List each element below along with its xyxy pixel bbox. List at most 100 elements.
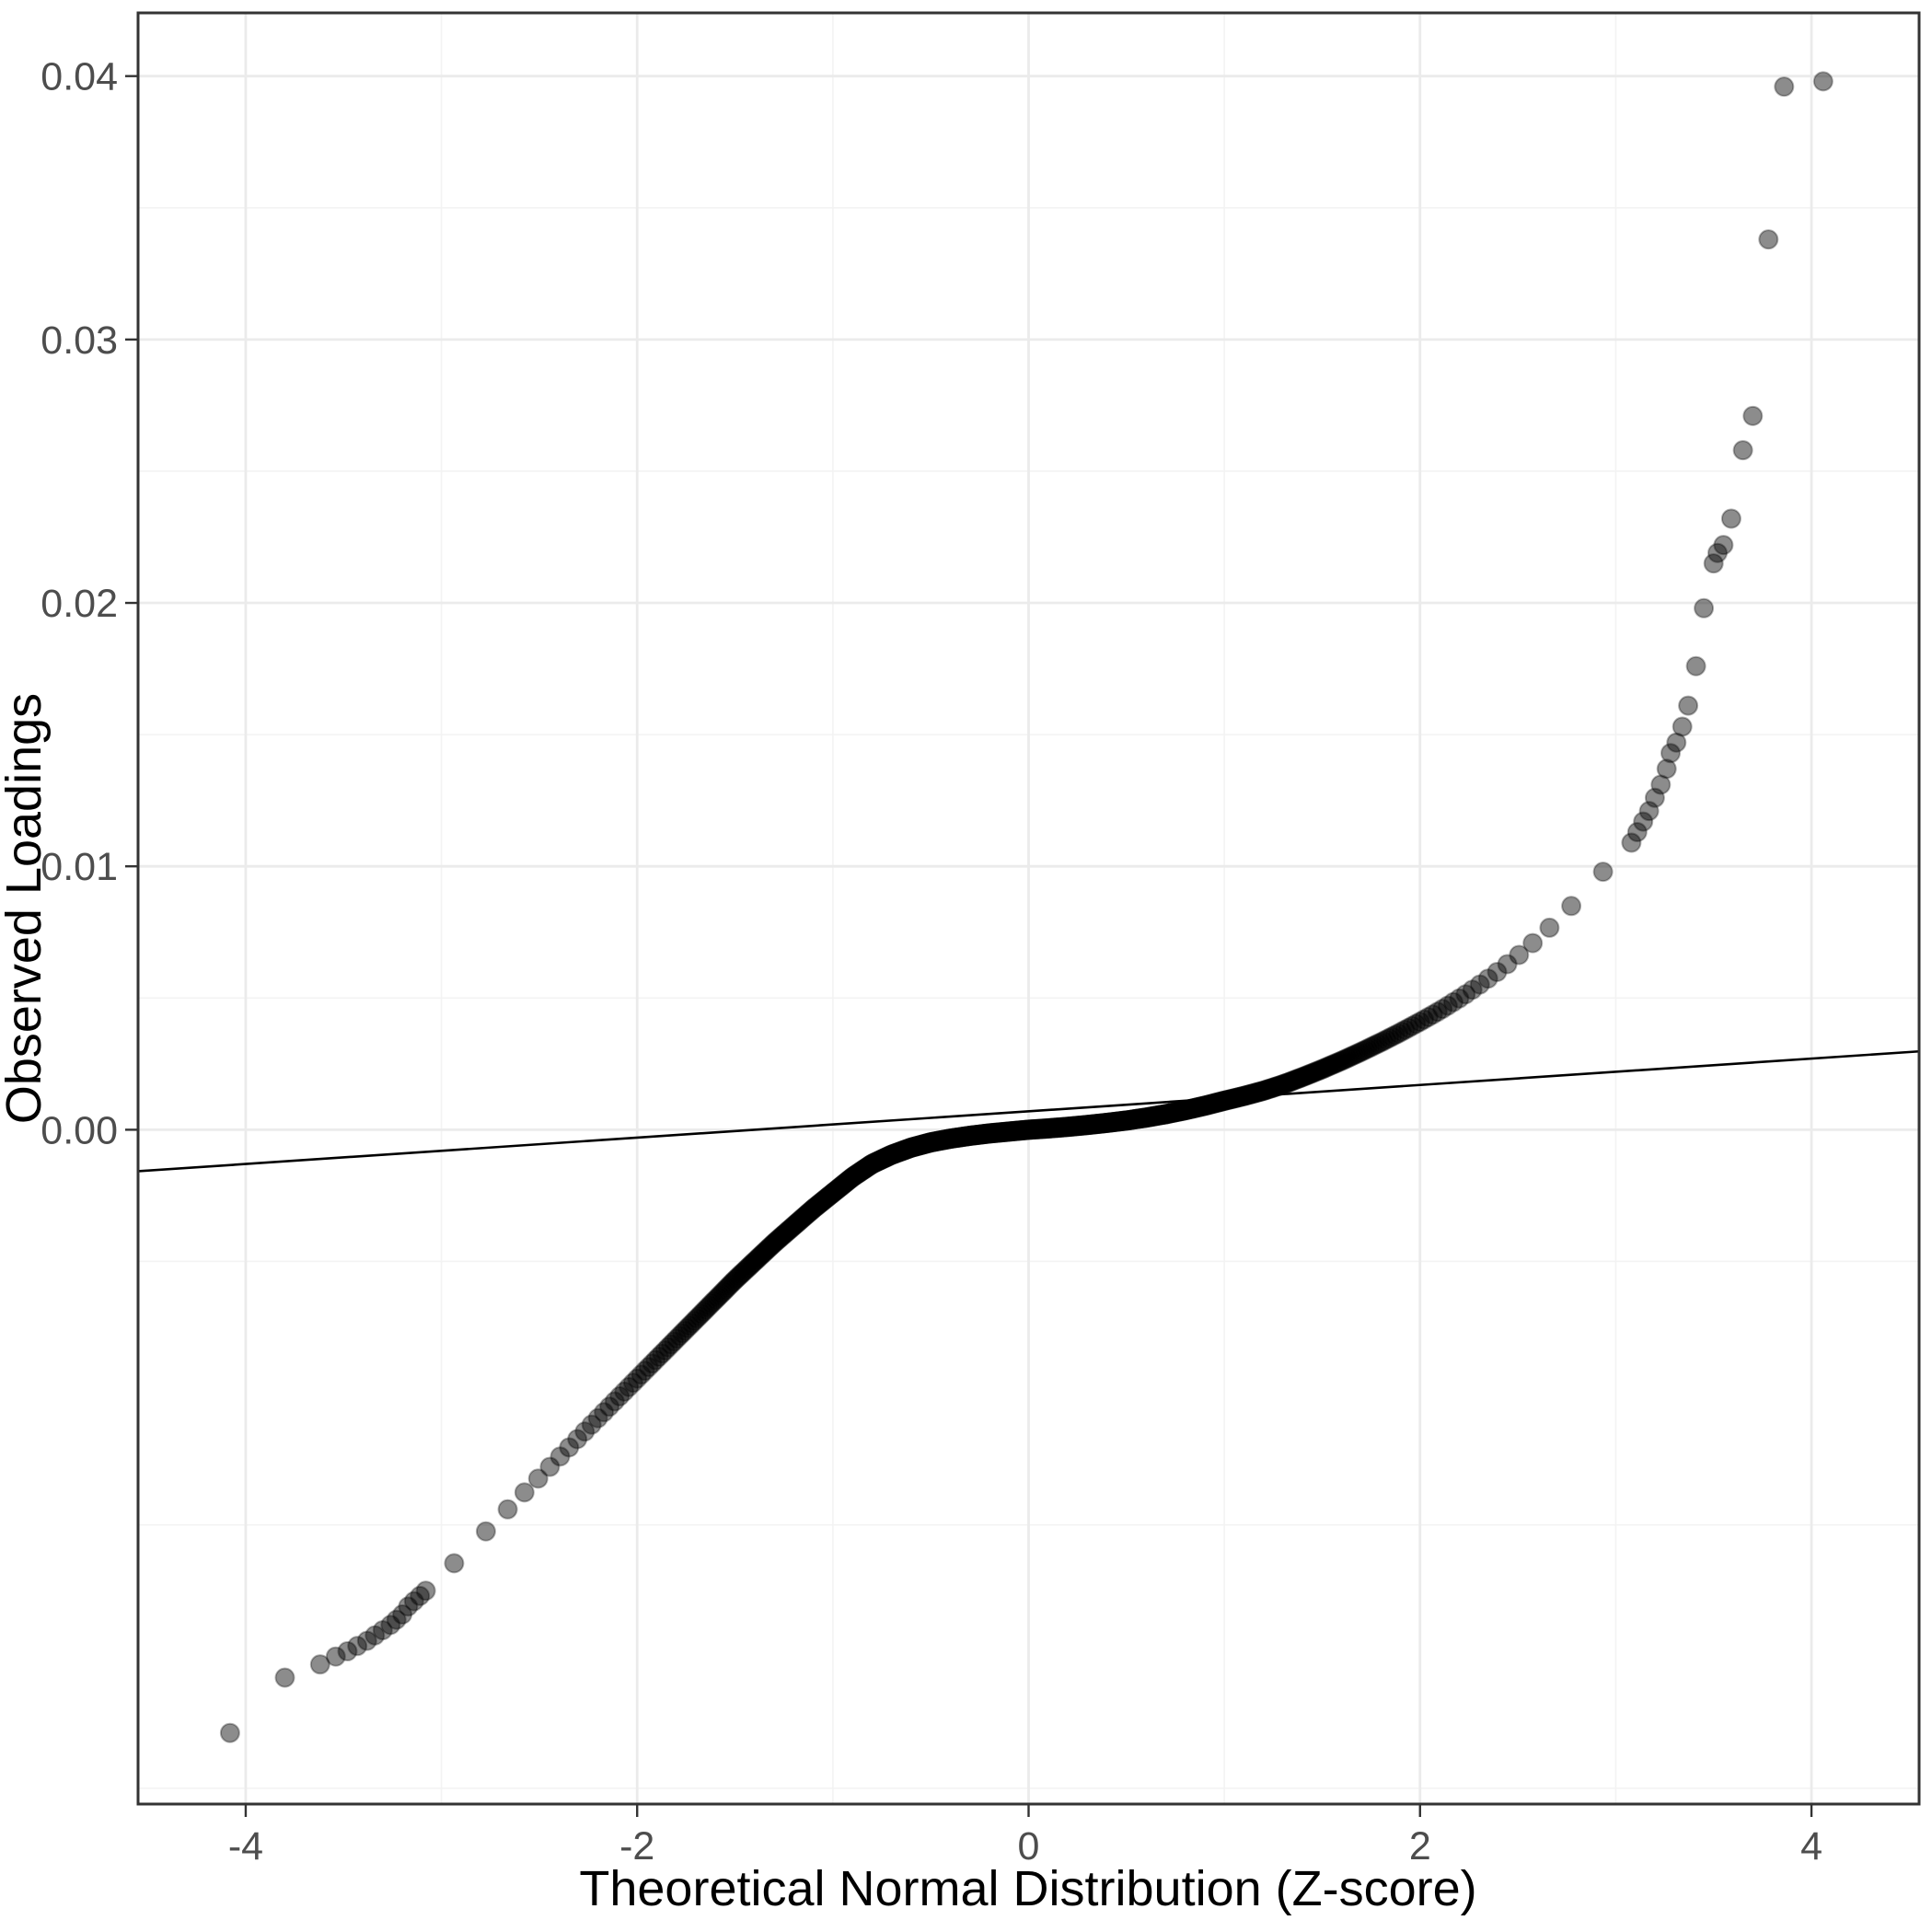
data-point <box>1116 1110 1138 1131</box>
data-point <box>869 1150 890 1171</box>
data-point <box>475 1521 496 1542</box>
data-point <box>1133 1107 1154 1128</box>
data-point <box>1116 1110 1137 1131</box>
data-point <box>1086 1114 1107 1135</box>
data-point <box>1350 1042 1371 1063</box>
data-point <box>1427 1001 1448 1023</box>
data-point <box>1075 1115 1096 1136</box>
data-point <box>744 1251 765 1272</box>
data-point <box>802 1198 823 1220</box>
data-point <box>727 1267 747 1289</box>
data-point <box>792 1207 814 1228</box>
data-point <box>917 1133 938 1154</box>
data-point <box>1117 1110 1139 1131</box>
data-point <box>835 1172 856 1193</box>
data-point <box>1343 1045 1364 1066</box>
data-point <box>859 1155 879 1176</box>
data-point <box>1092 1113 1113 1134</box>
data-point <box>864 1152 885 1174</box>
data-point <box>880 1145 901 1165</box>
data-point <box>380 1614 401 1636</box>
data-point <box>962 1125 983 1146</box>
data-point <box>1024 1118 1046 1140</box>
data-point <box>730 1264 751 1285</box>
data-point <box>1035 1118 1056 1140</box>
data-point <box>838 1170 859 1191</box>
data-point <box>627 1368 648 1389</box>
data-point <box>942 1128 962 1149</box>
data-point <box>940 1128 961 1150</box>
data-point <box>883 1143 904 1164</box>
data-point <box>1561 896 1582 917</box>
y-axis-title: Observed Loadings <box>0 693 52 1124</box>
data-point <box>1244 1082 1265 1104</box>
data-point <box>920 1132 942 1153</box>
data-point <box>337 1641 358 1661</box>
data-point <box>896 1139 917 1160</box>
data-point <box>870 1150 891 1171</box>
data-point <box>1149 1105 1170 1126</box>
data-point <box>599 1396 620 1417</box>
data-point <box>944 1128 966 1149</box>
data-point <box>978 1123 1000 1144</box>
data-point <box>1151 1105 1172 1126</box>
data-point <box>1143 1105 1164 1127</box>
data-point <box>1382 1026 1403 1047</box>
data-point <box>1310 1059 1330 1081</box>
data-point <box>960 1125 981 1146</box>
data-point <box>1018 1119 1039 1140</box>
data-point <box>954 1126 975 1147</box>
data-point <box>993 1121 1014 1142</box>
data-point <box>1124 1109 1145 1129</box>
data-point <box>928 1130 949 1151</box>
data-point <box>1001 1121 1022 1142</box>
data-point <box>723 1270 745 1291</box>
data-point <box>1070 1115 1092 1136</box>
data-point <box>1012 1120 1033 1140</box>
data-point <box>764 1232 785 1253</box>
data-point <box>807 1195 828 1216</box>
data-point <box>1020 1119 1040 1140</box>
data-point <box>976 1123 997 1144</box>
x-tick-label: -2 <box>619 1824 654 1868</box>
data-point <box>908 1135 930 1156</box>
data-point <box>791 1209 812 1230</box>
data-point <box>930 1130 950 1151</box>
data-point <box>1137 1107 1157 1128</box>
data-point <box>1218 1089 1239 1110</box>
data-point <box>965 1125 986 1146</box>
qq-reference-line <box>137 1049 1920 1173</box>
data-point <box>410 1585 431 1606</box>
data-point <box>1336 1047 1358 1069</box>
data-point <box>996 1121 1017 1142</box>
data-point <box>963 1125 984 1146</box>
data-point <box>1367 1034 1388 1054</box>
data-point <box>1239 1084 1260 1105</box>
data-point <box>849 1162 870 1183</box>
data-point <box>1774 76 1795 98</box>
data-point <box>844 1165 865 1186</box>
data-point <box>904 1136 925 1157</box>
data-point <box>1406 1013 1427 1035</box>
data-point <box>1644 787 1665 808</box>
data-point <box>752 1244 773 1265</box>
data-point <box>1134 1107 1155 1128</box>
data-point <box>1088 1113 1109 1134</box>
data-point <box>1110 1111 1131 1132</box>
data-point <box>1033 1118 1054 1140</box>
data-point <box>1093 1113 1115 1134</box>
data-point <box>1370 1032 1391 1053</box>
data-point <box>1672 716 1693 737</box>
data-point <box>559 1437 580 1458</box>
data-point <box>901 1137 922 1158</box>
data-point <box>681 1313 702 1334</box>
data-point <box>862 1152 884 1174</box>
data-point <box>902 1137 923 1158</box>
data-point <box>1110 1111 1131 1132</box>
data-point <box>945 1128 966 1149</box>
data-point <box>774 1223 795 1244</box>
data-point <box>810 1192 831 1213</box>
data-point <box>856 1157 877 1178</box>
data-point <box>1049 1117 1070 1138</box>
